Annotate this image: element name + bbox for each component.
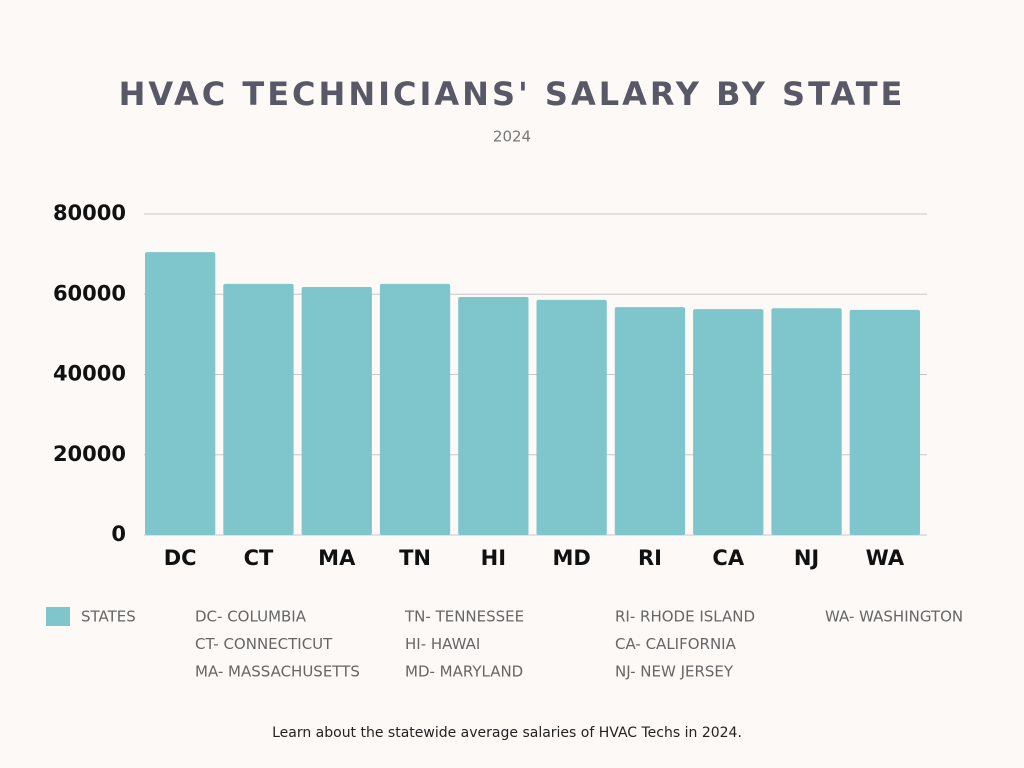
legend-note: TN- TENNESSEE [404,608,524,626]
legend-note: CT- CONNECTICUT [195,635,333,653]
bar [458,297,529,535]
chart-title: HVAC TECHNICIANS' SALARY BY STATE [119,75,906,113]
legend-note: DC- COLUMBIA [195,608,307,626]
x-tick-label: MD [552,546,590,570]
caption: Learn about the statewide average salari… [272,725,742,741]
y-tick-label: 0 [111,522,126,546]
y-tick-label: 20000 [53,442,126,466]
bar [536,299,607,535]
x-tick-label: DC [164,546,197,570]
x-tick-label: MA [318,546,356,570]
legend-note: MA- MASSACHUSETTS [195,663,360,681]
y-tick-label: 60000 [53,281,126,305]
bar [771,308,842,535]
x-tick-label: RI [638,546,662,570]
x-tick-label: WA [866,546,905,570]
x-tick-label: NJ [794,546,819,570]
bar [849,309,920,535]
legend-note: CA- CALIFORNIA [615,635,737,653]
x-tick-label: HI [481,546,506,570]
bar [145,252,216,535]
y-tick-label: 80000 [53,201,126,225]
legend-note: HI- HAWAI [405,635,480,653]
y-tick-label: 40000 [53,362,126,386]
x-tick-label: TN [399,546,431,570]
bar [301,287,372,535]
bar [223,283,294,535]
legend-note: RI- RHODE ISLAND [615,608,755,626]
bar [693,309,764,535]
legend-note: NJ- NEW JERSEY [615,663,734,681]
bar [379,283,451,535]
legend-swatch [46,607,70,626]
legend-note: WA- WASHINGTON [825,608,963,626]
legend-note: MD- MARYLAND [405,663,523,681]
chart-subtitle: 2024 [493,128,531,146]
x-tick-label: CT [244,546,274,570]
bar [614,307,686,535]
legend-label: STATES [81,608,136,626]
x-tick-label: CA [712,546,744,570]
